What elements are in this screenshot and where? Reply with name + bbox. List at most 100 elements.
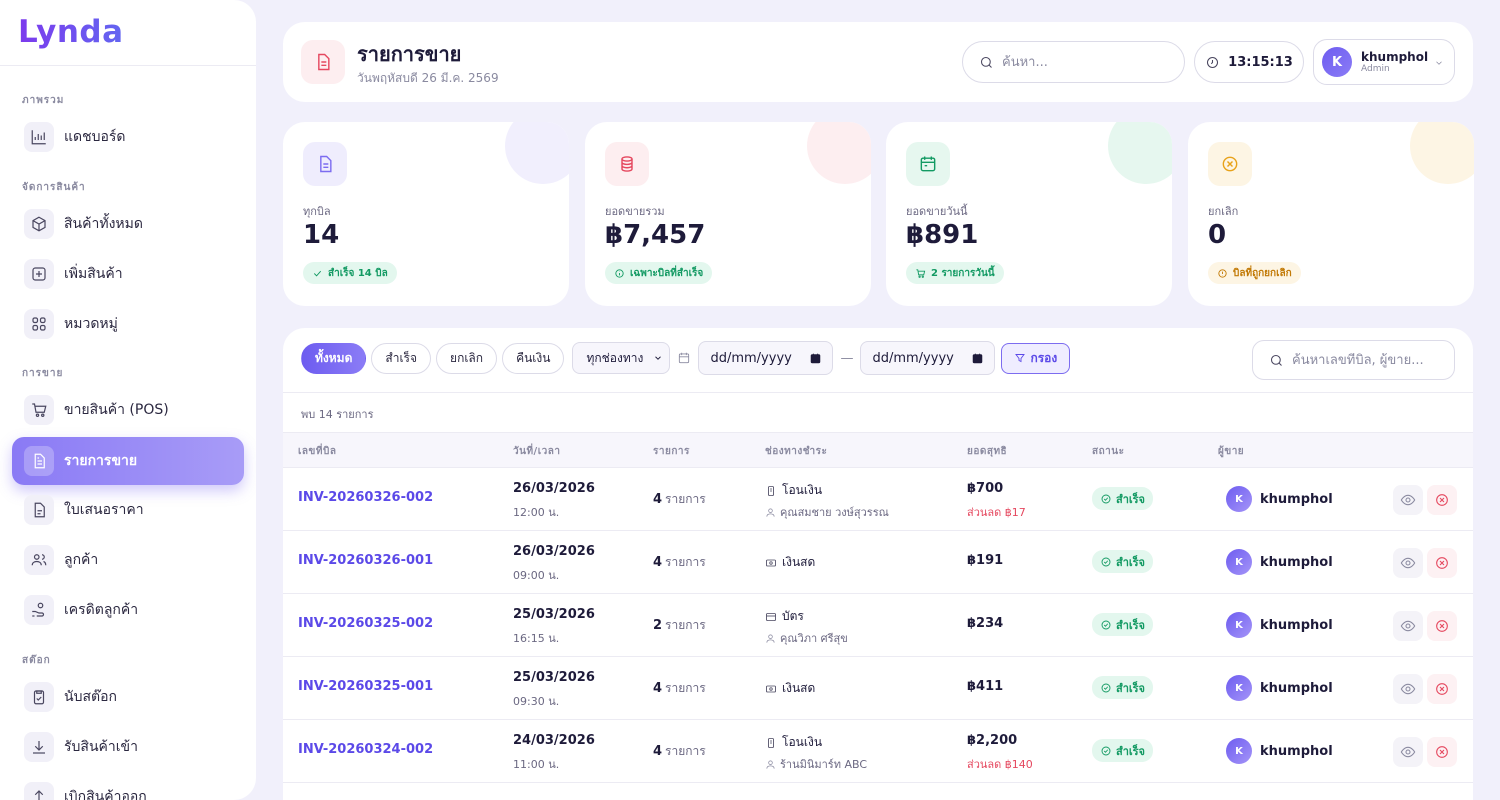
result-count: พบ 14 รายการ — [283, 392, 1473, 432]
column-header-net[interactable]: ยอดสุทธิ — [967, 446, 1008, 457]
view-button[interactable] — [1393, 737, 1423, 767]
eye-icon — [1400, 557, 1416, 569]
sidebar-item-label: แดชบอร์ด — [64, 129, 126, 145]
sidebar-item-label: เครดิตลูกค้า — [64, 602, 139, 618]
eye-icon — [1400, 683, 1416, 695]
column-header-datetime[interactable]: วันที่/เวลา — [513, 446, 561, 457]
sidebar-item-sales-list[interactable]: รายการขาย — [12, 437, 244, 485]
sidebar-item-issue-stock[interactable]: เบิกสินค้าออก — [12, 773, 244, 800]
sidebar-item-label: รับสินค้าเข้า — [64, 739, 138, 755]
row-customer: ร้านมินิมาร์ท ABC — [765, 755, 867, 773]
sidebar-item-stock-count[interactable]: นับสต๊อก — [12, 673, 244, 721]
cancel-bill-button[interactable] — [1427, 737, 1457, 767]
table-search[interactable] — [1252, 340, 1455, 380]
date-from-input[interactable]: dd/mm/yyyy — [698, 341, 834, 375]
stat-label: ยอดขายรวม — [605, 205, 665, 218]
global-search[interactable] — [962, 41, 1185, 83]
check-circle-icon — [1101, 620, 1111, 629]
cash-icon — [766, 685, 776, 692]
filter-bar: ทั้งหมด สำเร็จ ยกเลิก คืนเงิน ทุกช่องทาง… — [301, 341, 1071, 375]
column-header-status[interactable]: สถานะ — [1092, 446, 1125, 457]
row-net-amount: ฿234 — [967, 616, 1004, 631]
table-row[interactable]: INV-20260326-001 26/03/2026 09:00 น. 4 รายกา… — [283, 531, 1473, 594]
eye-icon — [1400, 494, 1416, 506]
filter-chip-success[interactable]: สำเร็จ — [371, 342, 432, 374]
avatar: K — [1226, 675, 1252, 701]
search-icon — [980, 56, 992, 68]
invoice-link[interactable]: INV-20260324-002 — [298, 742, 434, 757]
x-circle-icon — [1436, 683, 1448, 695]
calendar-icon — [973, 353, 983, 363]
row-payment: โอนเงิน — [765, 481, 822, 500]
user-icon — [766, 507, 775, 517]
clock-icon — [1207, 56, 1219, 68]
table-search-input[interactable] — [1292, 352, 1452, 368]
sidebar-item-all-products[interactable]: สินค้าทั้งหมด — [12, 200, 244, 248]
table-row[interactable]: INV-20260326-002 26/03/2026 12:00 น. 4 รายกา… — [283, 468, 1473, 531]
sidebar-item-add-product[interactable]: เพิ่มสินค้า — [12, 250, 244, 298]
invoice-link[interactable]: INV-20260325-001 — [298, 679, 434, 694]
calendar-icon — [679, 352, 690, 364]
check-circle-icon — [1101, 746, 1111, 755]
sidebar-item-quotations[interactable]: ใบเสนอราคา — [12, 486, 244, 534]
user-name: khumphol — [1361, 50, 1429, 64]
sidebar-item-label: เบิกสินค้าออก — [64, 789, 147, 800]
stat-badge: 2 รายการวันนี้ — [906, 262, 1004, 284]
filter-button[interactable]: กรอง — [1001, 342, 1071, 374]
document-icon — [301, 40, 345, 84]
date-to-input[interactable]: dd/mm/yyyy — [860, 341, 996, 375]
invoice-link[interactable]: INV-20260325-002 — [298, 616, 434, 631]
invoice-link[interactable]: INV-20260326-001 — [298, 553, 434, 568]
cancel-bill-button[interactable] — [1427, 611, 1457, 641]
cancel-bill-button[interactable] — [1427, 674, 1457, 704]
view-button[interactable] — [1393, 548, 1423, 578]
view-button[interactable] — [1393, 674, 1423, 704]
column-header-items[interactable]: รายการ — [653, 446, 690, 457]
row-time: 12:00 น. — [513, 506, 560, 519]
invoice-link[interactable]: INV-20260326-002 — [298, 490, 434, 505]
table-row[interactable]: INV-20260325-002 25/03/2026 16:15 น. 2 รายกา… — [283, 594, 1473, 657]
view-button[interactable] — [1393, 485, 1423, 515]
view-button[interactable] — [1393, 611, 1423, 641]
column-header-payment[interactable]: ช่องทางชำระ — [765, 446, 828, 457]
column-header-invoice[interactable]: เลขที่บิล — [298, 446, 337, 457]
page-date: วันพฤหัสบดี 26 มี.ค. 2569 — [357, 71, 499, 85]
chevron-down-icon — [655, 356, 662, 360]
table-row[interactable]: INV-20260324-002 24/03/2026 11:00 น. 4 รายกา… — [283, 720, 1473, 783]
status-badge: สำเร็จ — [1092, 676, 1154, 699]
clock-time: 13:15:13 — [1228, 54, 1293, 70]
stat-card-all-bills: ทุกบิล 14 สำเร็จ 14 บิล — [283, 122, 569, 306]
clipboard-check-icon — [24, 682, 54, 712]
row-item-count: 4 รายการ — [653, 555, 706, 570]
sidebar-item-dashboard[interactable]: แดชบอร์ด — [12, 113, 244, 161]
sidebar-item-label: หมวดหมู่ — [64, 316, 118, 332]
column-header-seller[interactable]: ผู้ขาย — [1218, 446, 1245, 457]
nav-section-sales: การขาย — [22, 368, 64, 379]
stat-value: ฿7,457 — [605, 220, 706, 250]
row-date: 26/03/2026 — [513, 481, 595, 496]
sidebar-item-categories[interactable]: หมวดหมู่ — [12, 300, 244, 348]
filter-chip-cancelled[interactable]: ยกเลิก — [436, 342, 498, 374]
user-menu[interactable]: K khumphol Admin — [1313, 39, 1455, 85]
sidebar-item-customers[interactable]: ลูกค้า — [12, 536, 244, 584]
filter-chip-all[interactable]: ทั้งหมด — [301, 342, 367, 374]
cancel-bill-button[interactable] — [1427, 485, 1457, 515]
sidebar-item-label: ใบเสนอราคา — [64, 502, 144, 518]
sidebar: Lynda ภาพรวม แดชบอร์ด จัดการสินค้า สินค้… — [0, 0, 256, 800]
cancel-bill-button[interactable] — [1427, 548, 1457, 578]
channel-select[interactable]: ทุกช่องทาง — [572, 342, 671, 374]
sidebar-item-customer-credit[interactable]: เครดิตลูกค้า — [12, 586, 244, 634]
x-circle-icon — [1436, 620, 1448, 632]
filter-chip-refund[interactable]: คืนเงิน — [502, 342, 565, 374]
chevron-down-icon — [1436, 61, 1442, 65]
x-circle-icon — [1436, 746, 1448, 758]
table-row[interactable]: INV-20260325-001 25/03/2026 09:30 น. 4 รายกา… — [283, 657, 1473, 720]
global-search-input[interactable] — [1002, 54, 1162, 70]
avatar: K — [1226, 612, 1252, 638]
logo[interactable]: Lynda — [0, 0, 256, 66]
sidebar-item-receive-stock[interactable]: รับสินค้าเข้า — [12, 723, 244, 771]
sidebar-item-pos[interactable]: ขายสินค้า (POS) — [12, 386, 244, 434]
funnel-icon — [1015, 354, 1026, 363]
grid-icon — [24, 309, 54, 339]
